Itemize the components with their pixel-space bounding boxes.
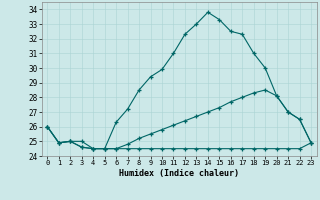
X-axis label: Humidex (Indice chaleur): Humidex (Indice chaleur) [119,169,239,178]
